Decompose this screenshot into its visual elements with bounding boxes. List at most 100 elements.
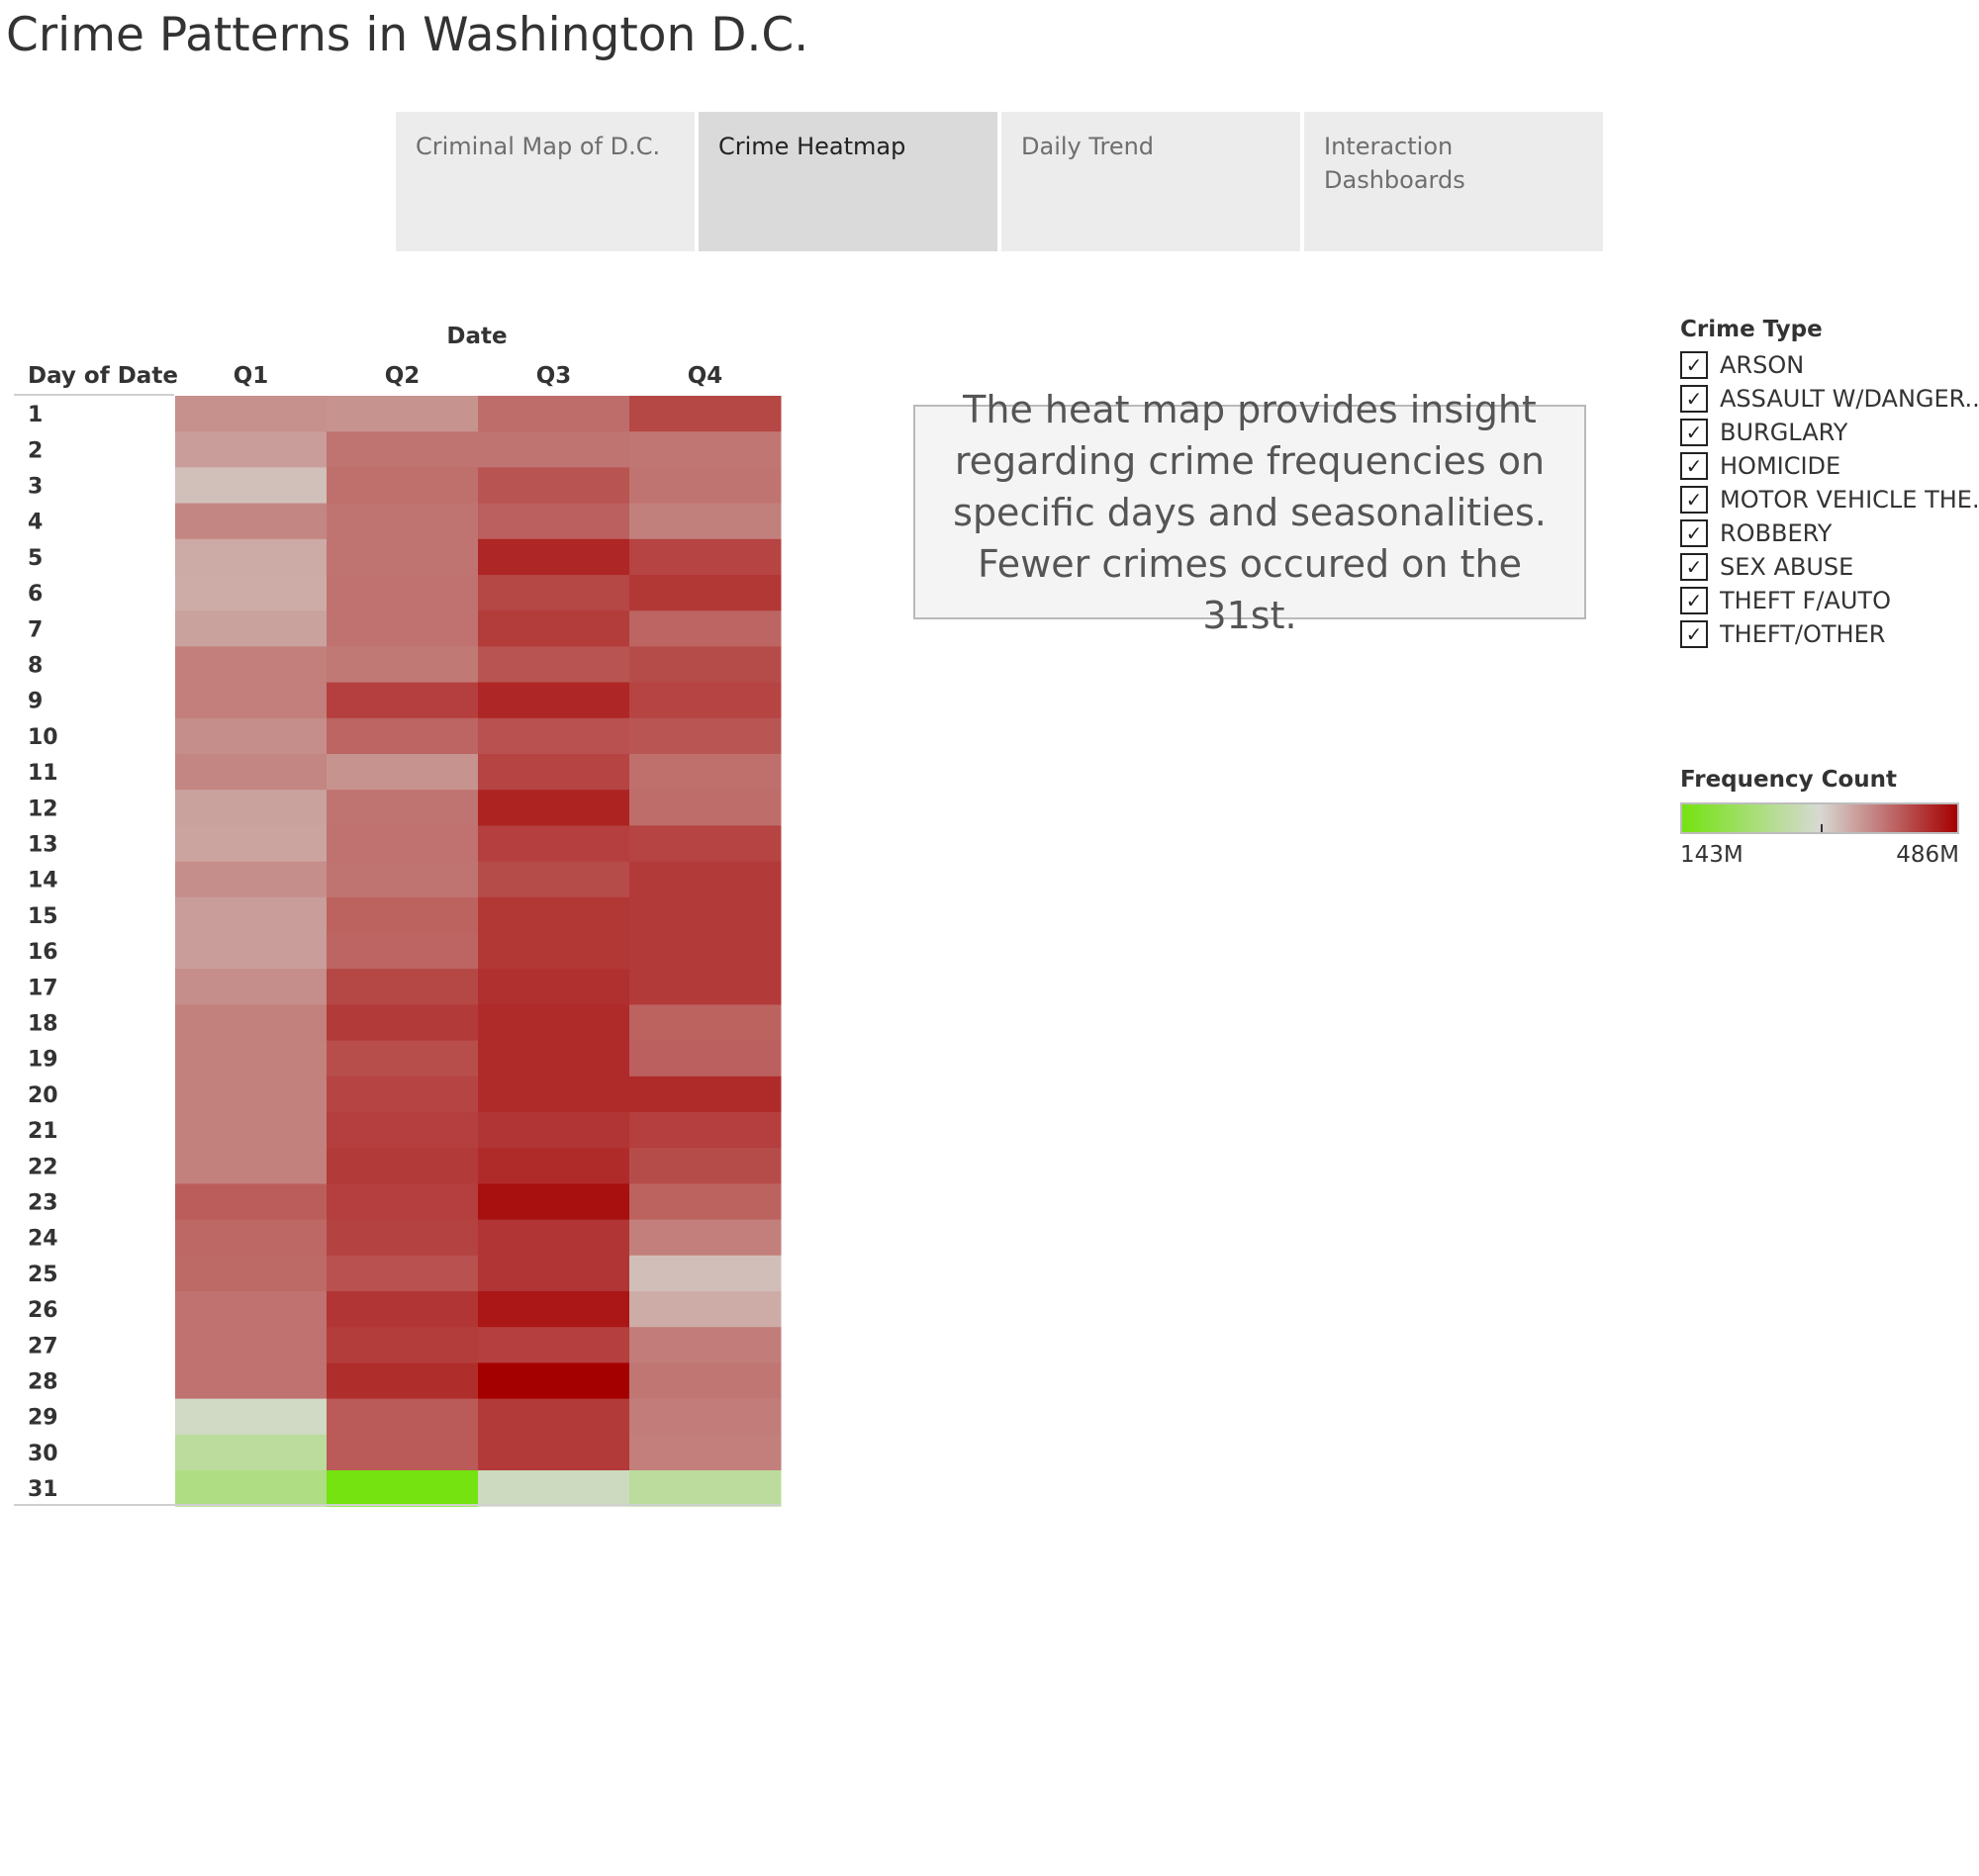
heatmap-cell[interactable]	[327, 825, 479, 863]
checkbox-icon[interactable]: ✓	[1680, 452, 1708, 480]
heatmap-cell[interactable]	[629, 969, 782, 1005]
heatmap-cell[interactable]	[327, 646, 479, 684]
heatmap-cell[interactable]	[327, 896, 479, 934]
crime-type-item[interactable]: ✓ ASSAULT W/DANGER..	[1680, 382, 1979, 416]
heatmap-cell[interactable]	[327, 538, 479, 576]
heatmap-cell[interactable]	[629, 1040, 782, 1078]
heatmap-cell[interactable]	[327, 754, 479, 791]
heatmap-cell[interactable]	[327, 1148, 479, 1184]
heatmap-cell[interactable]	[629, 503, 782, 540]
heatmap-cell[interactable]	[175, 431, 328, 468]
heatmap-cell[interactable]	[629, 396, 782, 432]
heatmap-cell[interactable]	[478, 1291, 630, 1328]
tab-2[interactable]: Crime Heatmap	[699, 112, 997, 251]
heatmap-cell[interactable]	[478, 575, 630, 611]
heatmap-cell[interactable]	[175, 538, 328, 576]
heatmap-cell[interactable]	[478, 538, 630, 576]
heatmap-cell[interactable]	[478, 1470, 630, 1507]
heatmap-cell[interactable]	[629, 610, 782, 647]
heatmap-cell[interactable]	[327, 1434, 479, 1471]
heatmap-cell[interactable]	[629, 1362, 782, 1400]
heatmap-cell[interactable]	[327, 1219, 479, 1257]
heatmap-cell[interactable]	[478, 969, 630, 1005]
heatmap-cell[interactable]	[478, 717, 630, 755]
tab-4[interactable]: Interaction Dashboards	[1304, 112, 1603, 251]
heatmap-cell[interactable]	[327, 1470, 479, 1507]
heatmap-cell[interactable]	[478, 825, 630, 863]
heatmap-cell[interactable]	[629, 431, 782, 468]
checkbox-icon[interactable]: ✓	[1680, 385, 1708, 413]
heatmap-cell[interactable]	[327, 431, 479, 468]
heatmap-cell[interactable]	[478, 1112, 630, 1149]
heatmap-cell[interactable]	[478, 1362, 630, 1400]
heatmap-cell[interactable]	[478, 1040, 630, 1078]
heatmap-cell[interactable]	[629, 754, 782, 791]
heatmap-cell[interactable]	[175, 1076, 328, 1113]
heatmap-cell[interactable]	[629, 825, 782, 863]
heatmap-cell[interactable]	[629, 1291, 782, 1328]
checkbox-icon[interactable]: ✓	[1680, 351, 1708, 379]
heatmap-cell[interactable]	[327, 682, 479, 719]
heatmap-cell[interactable]	[478, 431, 630, 468]
heatmap-cell[interactable]	[478, 1327, 630, 1363]
heatmap-cell[interactable]	[175, 503, 328, 540]
heatmap-cell[interactable]	[327, 1183, 479, 1221]
heatmap-cell[interactable]	[175, 790, 328, 826]
heatmap-cell[interactable]	[629, 861, 782, 898]
heatmap-cell[interactable]	[478, 1219, 630, 1257]
heatmap-cell[interactable]	[629, 896, 782, 934]
tab-1[interactable]: Criminal Map of D.C.	[396, 112, 695, 251]
heatmap-cell[interactable]	[175, 575, 328, 611]
heatmap-cell[interactable]	[327, 1362, 479, 1400]
heatmap-cell[interactable]	[478, 1076, 630, 1113]
heatmap-cell[interactable]	[175, 1470, 328, 1507]
heatmap-cell[interactable]	[327, 1291, 479, 1328]
heatmap-cell[interactable]	[327, 969, 479, 1005]
heatmap-cell[interactable]	[175, 969, 328, 1005]
heatmap-cell[interactable]	[175, 1148, 328, 1184]
crime-type-item[interactable]: ✓ THEFT/OTHER	[1680, 617, 1979, 651]
heatmap-cell[interactable]	[478, 933, 630, 970]
crime-type-item[interactable]: ✓ ARSON	[1680, 348, 1979, 382]
heatmap-cell[interactable]	[629, 1112, 782, 1149]
heatmap-cell[interactable]	[327, 396, 479, 432]
heatmap-cell[interactable]	[478, 467, 630, 505]
heatmap-cell[interactable]	[478, 1434, 630, 1471]
checkbox-icon[interactable]: ✓	[1680, 587, 1708, 614]
heatmap-cell[interactable]	[629, 1004, 782, 1042]
heatmap-cell[interactable]	[327, 861, 479, 898]
checkbox-icon[interactable]: ✓	[1680, 486, 1708, 514]
heatmap-cell[interactable]	[175, 646, 328, 684]
heatmap-cell[interactable]	[175, 1362, 328, 1400]
heatmap-cell[interactable]	[327, 503, 479, 540]
heatmap-cell[interactable]	[175, 1004, 328, 1042]
heatmap-cell[interactable]	[629, 1183, 782, 1221]
heatmap-cell[interactable]	[175, 1219, 328, 1257]
heatmap-cell[interactable]	[478, 861, 630, 898]
heatmap-cell[interactable]	[327, 1040, 479, 1078]
heatmap-cell[interactable]	[478, 1398, 630, 1436]
heatmap-cell[interactable]	[478, 682, 630, 719]
heatmap-cell[interactable]	[327, 1327, 479, 1363]
heatmap-cell[interactable]	[629, 1148, 782, 1184]
crime-type-item[interactable]: ✓ SEX ABUSE	[1680, 550, 1979, 584]
heatmap-cell[interactable]	[175, 1434, 328, 1471]
heatmap-cell[interactable]	[629, 790, 782, 826]
heatmap-cell[interactable]	[175, 682, 328, 719]
crime-type-item[interactable]: ✓ HOMICIDE	[1680, 449, 1979, 483]
heatmap-cell[interactable]	[629, 933, 782, 970]
checkbox-icon[interactable]: ✓	[1680, 620, 1708, 648]
heatmap-cell[interactable]	[327, 610, 479, 647]
heatmap-cell[interactable]	[175, 896, 328, 934]
heatmap-cell[interactable]	[175, 1183, 328, 1221]
heatmap-cell[interactable]	[175, 1327, 328, 1363]
heatmap-cell[interactable]	[175, 933, 328, 970]
heatmap-cell[interactable]	[327, 1004, 479, 1042]
heatmap-cell[interactable]	[327, 575, 479, 611]
heatmap-cell[interactable]	[327, 1112, 479, 1149]
heatmap-cell[interactable]	[175, 1398, 328, 1436]
heatmap-cell[interactable]	[327, 1076, 479, 1113]
heatmap-cell[interactable]	[629, 575, 782, 611]
heatmap-cell[interactable]	[327, 1398, 479, 1436]
checkbox-icon[interactable]: ✓	[1680, 553, 1708, 581]
